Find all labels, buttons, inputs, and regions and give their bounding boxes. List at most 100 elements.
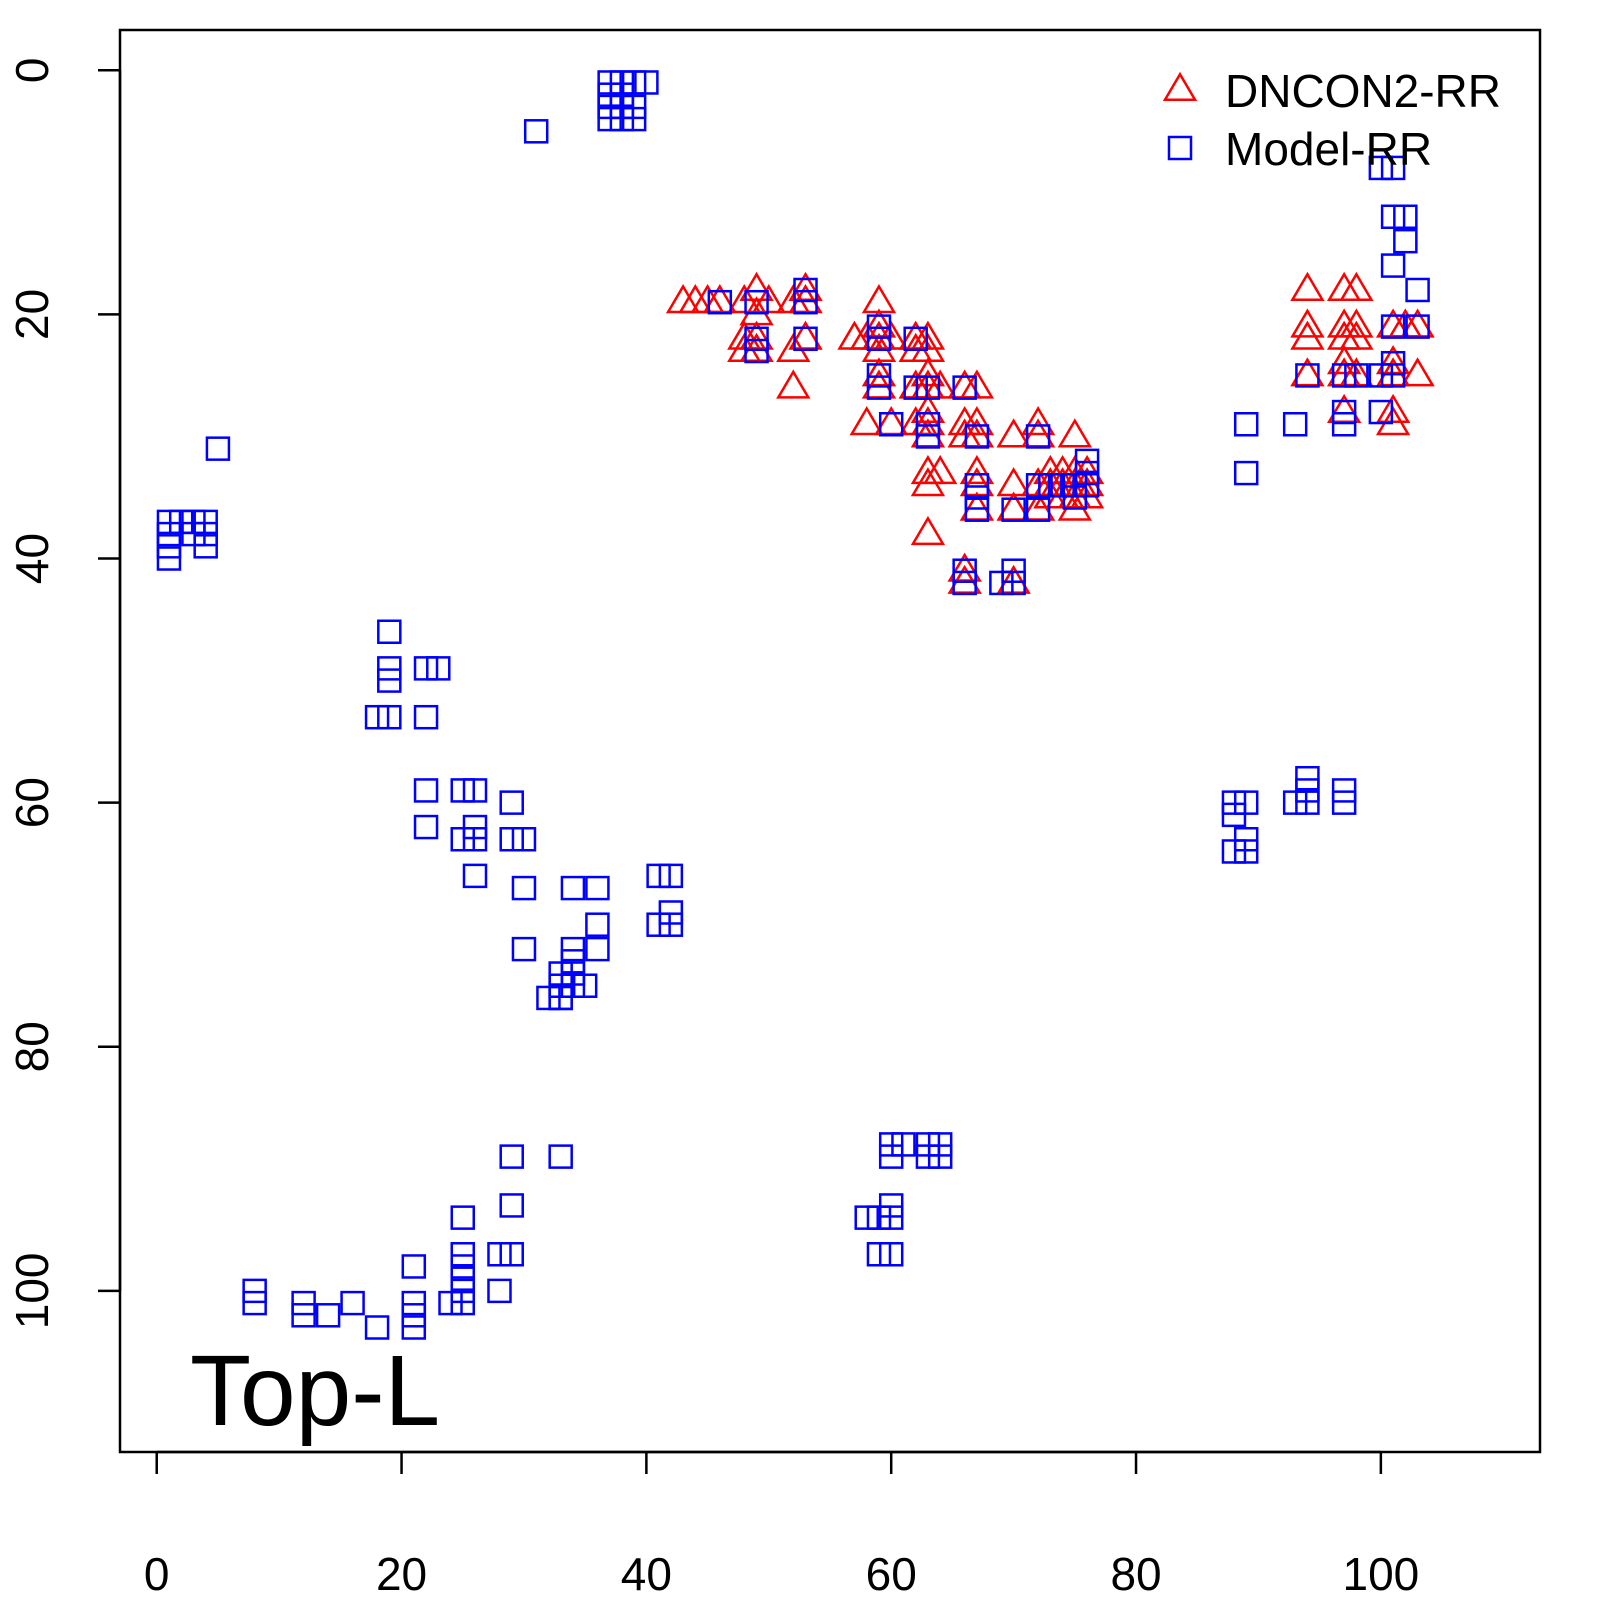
model-rr-point (1393, 204, 1418, 230)
legend-square-icon (1167, 135, 1193, 161)
model-rr-point (1233, 412, 1259, 437)
model-rr-point (426, 656, 451, 681)
series-model-rr (156, 70, 1430, 1340)
model-rr-point (952, 375, 977, 400)
model-rr-point (793, 289, 818, 315)
y-tick-label: 100 (6, 1253, 58, 1330)
model-rr-point (450, 1290, 476, 1316)
model-rr-point (866, 375, 892, 400)
x-tick-label: 20 (376, 1548, 427, 1600)
model-rr-point (1001, 570, 1026, 596)
model-rr-point (634, 70, 659, 95)
model-rr-point (878, 412, 904, 437)
dncon2-rr-point (1290, 271, 1325, 301)
model-rr-point (1380, 253, 1406, 278)
dncon2-rr-point (849, 406, 884, 436)
model-rr-point (499, 1144, 524, 1169)
top-l-annotation: Top-L (190, 1335, 440, 1447)
model-rr-point (499, 790, 524, 815)
x-tick-label: 0 (144, 1548, 170, 1600)
model-rr-point (364, 1315, 390, 1340)
model-rr-point (585, 875, 610, 901)
model-rr-point (487, 1278, 512, 1304)
model-rr-point (658, 863, 684, 889)
model-rr-point (193, 534, 218, 559)
model-rr-point (1344, 363, 1369, 388)
model-rr-point (866, 326, 892, 352)
legend-label-dncon2-rr: DNCON2-RR (1225, 65, 1501, 117)
model-rr-point (903, 326, 928, 352)
model-rr-point (401, 1254, 427, 1279)
y-tick-label: 0 (6, 57, 58, 83)
model-rr-point (1295, 363, 1320, 388)
model-rr-point (658, 912, 684, 937)
model-rr-point (413, 778, 439, 803)
dncon2-rr-point (1290, 308, 1325, 338)
model-rr-point (511, 936, 537, 962)
model-rr-point (1368, 399, 1394, 425)
x-tick-label: 100 (1342, 1548, 1419, 1600)
model-rr-point (511, 827, 537, 852)
model-rr-point (1233, 460, 1259, 486)
model-rr-point (511, 875, 537, 901)
model-rr-point (560, 875, 586, 901)
model-rr-point (462, 827, 488, 852)
model-rr-point (315, 1303, 341, 1328)
model-rr-point (793, 326, 818, 352)
y-tick-label: 40 (6, 533, 58, 584)
dncon2-rr-point (996, 418, 1031, 448)
model-rr-point (462, 863, 488, 889)
x-tick-label: 40 (621, 1548, 672, 1600)
dncon2-rr-point (776, 369, 811, 399)
model-rr-point (401, 1315, 427, 1340)
model-rr-point (585, 936, 610, 962)
model-rr-point (572, 973, 598, 998)
model-rr-point (1405, 314, 1430, 339)
model-rr-point (1331, 790, 1357, 815)
model-rr-point (585, 912, 610, 937)
model-rr-point (707, 289, 733, 315)
dncon2-rr-point (1290, 320, 1325, 350)
model-rr-point (1393, 228, 1418, 254)
model-rr-point (377, 704, 402, 730)
legend-triangle-icon (1162, 71, 1198, 101)
dncon2-rr-point (922, 454, 958, 485)
model-rr-point (744, 289, 769, 315)
model-rr-point (964, 497, 990, 522)
model-rr-point (964, 424, 990, 449)
model-rr-point (878, 1205, 904, 1230)
model-rr-point (205, 436, 231, 461)
model-rr-point (1025, 424, 1051, 449)
dncon2-rr-point (1339, 320, 1374, 350)
model-rr-point (878, 1242, 904, 1267)
legend: DNCON2-RR Model-RR (1162, 65, 1501, 175)
dncon2-rr-point (1375, 406, 1411, 436)
model-rr-point (548, 985, 573, 1011)
model-rr-point (1331, 412, 1357, 437)
model-rr-point (1295, 790, 1320, 815)
y-tick-label: 80 (6, 1021, 58, 1072)
dncon2-rr-point (959, 454, 995, 485)
dncon2-rr-point (1339, 308, 1374, 338)
model-rr-point (1025, 497, 1051, 522)
model-rr-point (548, 1144, 573, 1169)
model-rr-point (1233, 790, 1259, 815)
model-rr-point (377, 619, 402, 645)
y-axis: 0 20 40 60 80 100 (6, 57, 122, 1330)
model-rr-point (1074, 473, 1100, 498)
plot-frame (118, 28, 1542, 1454)
dncon2-rr-point (1339, 271, 1374, 301)
model-rr-point (927, 1144, 953, 1169)
model-rr-point (891, 1132, 916, 1157)
model-rr-point (621, 106, 647, 132)
model-rr-point (413, 814, 439, 840)
model-rr-point (156, 546, 182, 571)
model-rr-point (499, 1242, 524, 1267)
y-tick-label: 20 (6, 289, 58, 340)
dncon2-rr-point (1020, 406, 1056, 436)
model-rr-point (1405, 277, 1430, 303)
model-rr-point (1380, 363, 1406, 388)
model-rr-point (1001, 497, 1026, 522)
model-rr-point (1233, 839, 1259, 864)
